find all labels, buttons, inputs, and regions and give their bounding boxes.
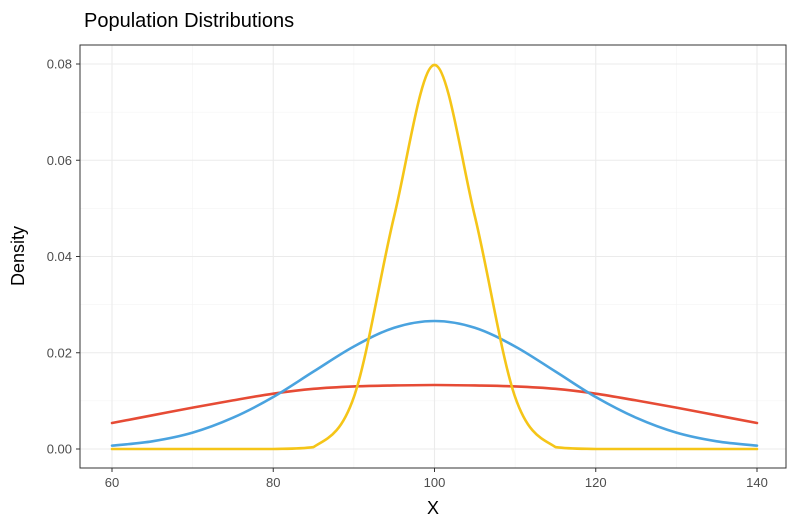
x-tick-label: 80: [266, 475, 280, 490]
y-axis: 0.00 0.02 0.04 0.06 0.08: [47, 57, 80, 457]
x-tick-label: 140: [746, 475, 768, 490]
series-line-2: [110, 319, 759, 447]
series-line-3: [110, 63, 759, 451]
y-axis-title: Density: [8, 226, 28, 286]
y-tick-label: 0.00: [47, 442, 72, 457]
series-layer: [110, 63, 759, 451]
x-tick-label: 100: [424, 475, 446, 490]
x-axis: 60 80 100 120 140: [105, 468, 768, 490]
x-axis-title: X: [427, 498, 439, 518]
chart-title: Population Distributions: [84, 10, 294, 32]
x-tick-label: 120: [585, 475, 607, 490]
y-tick-label: 0.08: [47, 57, 72, 72]
y-tick-label: 0.02: [47, 345, 72, 360]
series-line-1: [110, 383, 759, 425]
x-tick-label: 60: [105, 475, 119, 490]
grid: [80, 45, 786, 468]
y-tick-label: 0.04: [47, 249, 72, 264]
y-tick-label: 0.06: [47, 153, 72, 168]
